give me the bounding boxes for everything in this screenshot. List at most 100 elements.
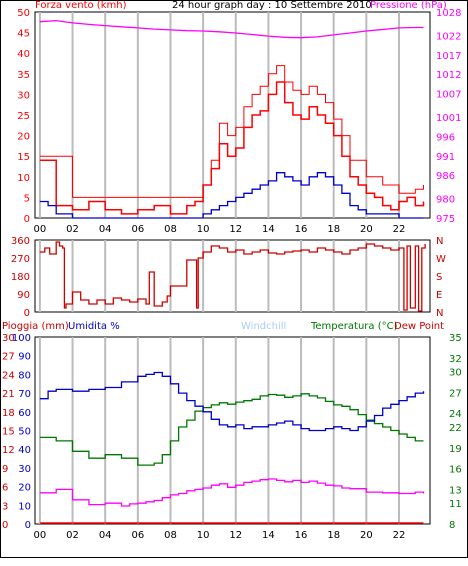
compass-tick-label: S: [436, 272, 442, 283]
wind-y-tick-label: 10: [17, 173, 30, 184]
temperature-y-tick-label: 22: [449, 423, 462, 434]
wind-x-tick-label: 08: [164, 224, 177, 235]
climate-x-tick-label: 00: [34, 530, 47, 541]
temperature-y-tick-label: 32: [449, 354, 462, 365]
climate-plot-area: [34, 336, 431, 525]
climate-x-tick-label: 10: [197, 530, 210, 541]
climate-x-tick-label: 16: [295, 530, 308, 541]
humidity-y-tick-label: 70: [18, 389, 31, 400]
climate-x-tick-label: 04: [99, 530, 112, 541]
wind-y-tick-label: 50: [17, 8, 30, 19]
temperature-y-tick-label: 8: [449, 520, 455, 531]
wind-x-tick-label: 06: [131, 224, 144, 235]
pressure-y-tick-label: 991: [436, 152, 455, 163]
pressure-y-tick-label: 980: [436, 195, 455, 206]
humidity-y-tick-label: 0: [25, 520, 31, 531]
wind-y-tick-label: 20: [17, 132, 30, 143]
humidity-y-tick-label: 90: [18, 352, 31, 363]
wind-x-tick-label: 14: [262, 224, 275, 235]
wind-y-tick-label: 40: [17, 49, 30, 60]
humidity-y-tick-label: 50: [18, 427, 31, 438]
pressure-y-tick-label: 975: [436, 214, 455, 225]
pressure-y-tick-label: 1007: [436, 90, 461, 101]
wind-y-tick-label: 25: [17, 111, 30, 122]
climate-x-tick-label: 06: [131, 530, 144, 541]
wind-x-tick-label: 16: [295, 224, 308, 235]
wind-y-tick-label: 30: [17, 90, 30, 101]
rain-y-tick-label: 0: [2, 520, 8, 531]
direction-y-tick-label: 360: [11, 236, 30, 247]
compass-tick-label: N: [436, 236, 443, 247]
rain-y-tick-label: 6: [2, 483, 8, 494]
wind-plot-area: [34, 11, 431, 219]
humidity-axis-title: Umidita %: [68, 321, 120, 332]
rain-y-tick-label: 27: [2, 352, 15, 363]
humidity-y-tick-label: 40: [18, 445, 31, 456]
rain-y-tick-label: 21: [2, 389, 15, 400]
climate-x-tick-label: 02: [66, 530, 79, 541]
direction-y-tick-label: 0: [24, 308, 30, 319]
pressure-y-tick-label: 1012: [436, 70, 461, 81]
temperature-y-tick-label: 30: [449, 368, 462, 379]
wind-x-tick-label: 20: [360, 224, 373, 235]
rain-y-tick-label: 24: [2, 370, 15, 381]
temperature-y-tick-label: 16: [449, 465, 462, 476]
compass-tick-label: W: [436, 254, 446, 265]
climate-x-tick-label: 12: [229, 530, 242, 541]
temperature-y-tick-label: 13: [449, 485, 462, 496]
pressure-y-tick-label: 1017: [436, 51, 461, 62]
wind-y-tick-label: 0: [24, 214, 30, 225]
rain-y-tick-label: 30: [2, 333, 15, 344]
climate-x-tick-label: 08: [164, 530, 177, 541]
climate-x-tick-label: 14: [262, 530, 275, 541]
temperature-y-tick-label: 24: [449, 409, 462, 420]
wind-x-tick-label: 18: [327, 224, 340, 235]
climate-x-tick-label: 20: [360, 530, 373, 541]
wind-speed-line: [39, 81, 425, 215]
humidity-y-tick-label: 30: [18, 464, 31, 475]
direction-y-tick-label: 180: [11, 272, 30, 283]
dewpoint-line: [39, 478, 425, 507]
wind-x-tick-label: 04: [99, 224, 112, 235]
climate-x-tick-label: 18: [327, 530, 340, 541]
pressure-axis-title: Pressione (hPa): [370, 0, 447, 11]
temperature-axis-title: Temperatura (°C): [311, 321, 398, 332]
rain-y-tick-label: 15: [2, 427, 15, 438]
direction-plot-area: [34, 239, 431, 313]
pressure-y-tick-label: 986: [436, 171, 455, 182]
wind-y-tick-label: 45: [17, 29, 30, 40]
temperature-line: [39, 393, 424, 466]
pressure-y-tick-label: 996: [436, 132, 455, 143]
humidity-y-tick-label: 20: [18, 483, 31, 494]
wind-average-line: [39, 172, 424, 219]
wind-y-tick-label: 35: [17, 70, 30, 81]
climate-x-tick-label: 22: [393, 530, 406, 541]
wind-x-tick-label: 02: [66, 224, 79, 235]
humidity-y-tick-label: 80: [18, 370, 31, 381]
dewpoint-label: Dew Point: [394, 321, 445, 332]
humidity-y-tick-label: 100: [12, 333, 31, 344]
compass-tick-label: N: [436, 308, 443, 319]
rain-y-tick-label: 18: [2, 408, 15, 419]
temperature-y-tick-label: 11: [449, 499, 462, 510]
rain-y-tick-label: 3: [2, 501, 8, 512]
pressure-line: [39, 19, 424, 39]
wind-x-tick-label: 10: [197, 224, 210, 235]
pressure-y-tick-label: 1022: [436, 31, 461, 42]
wind-x-tick-label: 12: [229, 224, 242, 235]
compass-tick-label: E: [436, 290, 442, 301]
wind-y-tick-label: 15: [17, 152, 30, 163]
temperature-y-tick-label: 27: [449, 388, 462, 399]
temperature-y-tick-label: 19: [449, 444, 462, 455]
humidity-line: [39, 371, 425, 432]
pressure-y-tick-label: 1028: [436, 8, 461, 19]
direction-y-tick-label: 90: [17, 290, 30, 301]
wind-x-tick-label: 22: [393, 224, 406, 235]
windchill-label: Windchill: [241, 321, 287, 332]
rain-y-tick-label: 9: [2, 464, 8, 475]
humidity-y-tick-label: 60: [18, 408, 31, 419]
page-title: 24 hour graph day : 10 Settembre 2010: [172, 0, 372, 11]
rain-axis-title: Pioggia (mm): [2, 321, 69, 332]
direction-y-tick-label: 270: [11, 254, 30, 265]
